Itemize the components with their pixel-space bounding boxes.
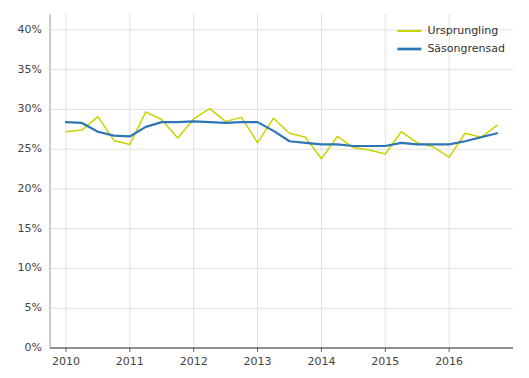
grid	[50, 14, 513, 348]
series-line	[66, 121, 497, 146]
y-grid-line	[50, 188, 513, 189]
legend-swatch	[397, 48, 421, 51]
x-grid-line	[257, 14, 258, 348]
x-grid-line	[193, 14, 194, 348]
y-grid-line	[50, 69, 513, 70]
y-tick-label: 5%	[25, 301, 42, 314]
legend-swatch	[397, 30, 421, 32]
y-grid-line	[50, 268, 513, 269]
legend-label: Säsongrensad	[427, 42, 505, 55]
y-grid-line	[50, 109, 513, 110]
x-tick-label: 2016	[435, 355, 463, 368]
y-grid-line	[50, 348, 513, 349]
x-tick-label: 2013	[244, 355, 272, 368]
x-tick-label: 2012	[180, 355, 208, 368]
y-tick-label: 40%	[18, 23, 42, 36]
x-axis-line	[50, 347, 513, 348]
axes: 0% 5% 10% 15% 20% 25% 30% 35% 40% 2010 2011 2012 201…	[18, 14, 513, 368]
x-grid-line	[129, 14, 130, 348]
x-grid-line	[385, 14, 386, 348]
legend: Ursprungling Säsongrensad	[397, 24, 505, 55]
y-grid-line	[50, 228, 513, 229]
x-tick-label: 2011	[116, 355, 144, 368]
x-grid-line	[449, 14, 450, 348]
y-tick-label: 0%	[25, 341, 42, 354]
x-tick-label: 2014	[307, 355, 335, 368]
y-axis-line	[50, 14, 51, 348]
x-tick-label: 2010	[52, 355, 80, 368]
x-grid-line	[65, 14, 66, 348]
y-grid-line	[50, 149, 513, 150]
x-grid-line	[321, 14, 322, 348]
y-tick-label: 10%	[18, 261, 42, 274]
series-line	[66, 109, 497, 159]
chart: 0% 5% 10% 15% 20% 25% 30% 35% 40% 2010 2011 2012 201…	[0, 0, 529, 378]
y-tick-label: 35%	[18, 63, 42, 76]
plot-area	[66, 109, 497, 159]
background	[0, 0, 529, 378]
y-tick-label: 25%	[18, 142, 42, 155]
legend-label: Ursprungling	[427, 24, 498, 37]
y-grid-line	[50, 308, 513, 309]
y-tick-label: 20%	[18, 182, 42, 195]
y-tick-label: 30%	[18, 102, 42, 115]
y-tick-label: 15%	[18, 222, 42, 235]
x-tick-label: 2015	[371, 355, 399, 368]
